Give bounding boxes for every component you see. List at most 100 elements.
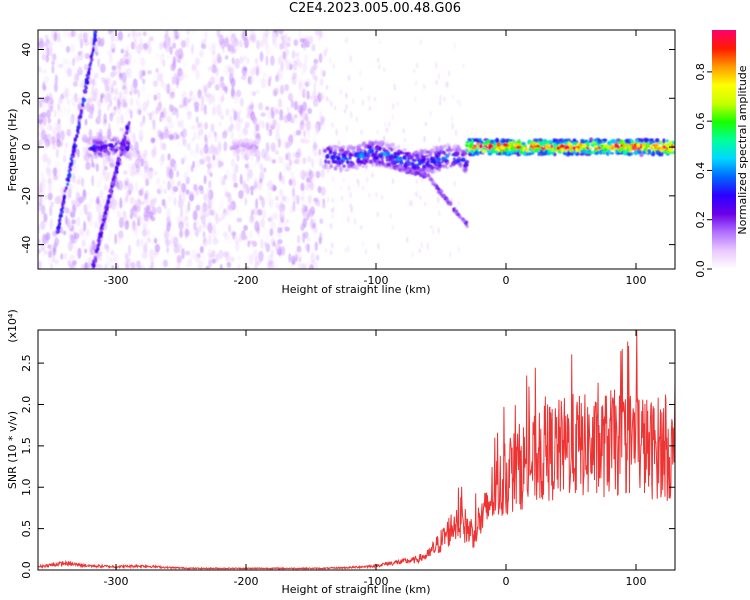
heatmap-cell bbox=[286, 106, 290, 114]
heatmap-cell bbox=[156, 205, 162, 214]
heatmap-cell bbox=[214, 83, 220, 91]
heatmap-cell bbox=[261, 120, 265, 129]
heatmap-cell bbox=[404, 169, 408, 173]
heatmap-cell bbox=[76, 148, 80, 158]
heatmap-cell bbox=[390, 147, 394, 152]
heatmap-cell bbox=[157, 101, 162, 112]
heatmap-cell bbox=[452, 157, 456, 162]
heatmap-cell bbox=[206, 186, 210, 196]
heatmap-cell bbox=[333, 105, 337, 111]
heatmap-cell bbox=[91, 262, 94, 267]
heatmap-cell bbox=[297, 234, 301, 244]
heatmap-cell bbox=[305, 177, 310, 183]
heatmap-cell bbox=[169, 95, 174, 101]
heatmap-cell bbox=[200, 103, 204, 112]
heatmap-cell bbox=[395, 145, 401, 150]
heatmap-cell bbox=[77, 51, 82, 56]
heatmap-cell bbox=[349, 55, 352, 63]
heatmap-cell bbox=[119, 73, 122, 81]
heatmap-cell bbox=[406, 155, 411, 158]
heatmap-cell bbox=[72, 144, 76, 149]
heatmap-cell bbox=[104, 80, 110, 92]
heatmap-cell bbox=[291, 255, 295, 265]
heatmap-cell bbox=[220, 180, 226, 186]
heatmap-cell bbox=[197, 122, 202, 128]
heatmap-cell bbox=[263, 167, 267, 173]
heatmap-cell bbox=[125, 137, 129, 140]
heatmap-cell bbox=[125, 193, 129, 201]
heatmap-cell bbox=[183, 171, 189, 182]
heatmap-cell bbox=[169, 46, 173, 55]
heatmap-cell bbox=[432, 180, 436, 184]
heatmap-cell bbox=[71, 154, 75, 159]
heatmap-cell bbox=[55, 148, 59, 159]
heatmap-cell bbox=[238, 109, 242, 116]
heatmap-cell bbox=[131, 30, 136, 38]
heatmap-cell bbox=[73, 139, 77, 143]
heatmap-cell bbox=[76, 94, 82, 105]
heatmap-cell bbox=[158, 41, 164, 51]
heatmap-cell bbox=[360, 225, 363, 230]
heatmap-cell bbox=[59, 210, 63, 215]
heatmap-cell bbox=[244, 235, 248, 241]
heatmap-cell bbox=[105, 135, 111, 141]
heatmap-cell bbox=[219, 263, 223, 269]
heatmap-cell bbox=[149, 36, 154, 42]
heatmap-cell bbox=[43, 193, 48, 201]
heatmap-cell bbox=[261, 208, 267, 220]
heatmap-cell bbox=[188, 233, 193, 242]
heatmap-cell bbox=[38, 131, 41, 137]
heatmap-cell bbox=[318, 53, 323, 64]
heatmap-cell bbox=[329, 249, 333, 256]
heatmap-cell bbox=[561, 147, 564, 153]
heatmap-cell bbox=[309, 181, 315, 192]
heatmap-cell bbox=[56, 131, 61, 143]
heatmap-cell bbox=[313, 197, 319, 203]
heatmap-cell bbox=[274, 42, 278, 49]
heatmap-cell bbox=[50, 201, 54, 208]
heatmap-cell bbox=[309, 95, 314, 101]
heatmap-cell bbox=[49, 218, 54, 230]
heatmap-cell bbox=[147, 69, 153, 75]
heatmap-cell bbox=[348, 144, 353, 149]
heatmap-cell bbox=[312, 90, 317, 98]
heatmap-cell bbox=[110, 83, 114, 93]
heatmap-cell bbox=[184, 138, 187, 148]
heatmap-cell bbox=[390, 160, 396, 165]
heatmap-cell bbox=[143, 160, 149, 171]
heatmap-cell bbox=[212, 154, 216, 161]
heatmap-cell bbox=[185, 222, 189, 228]
heatmap-cell bbox=[106, 103, 110, 112]
heatmap-cell bbox=[124, 106, 130, 118]
heatmap-cell bbox=[247, 76, 251, 85]
heatmap-cell bbox=[172, 236, 179, 247]
heatmap-cell bbox=[129, 196, 135, 205]
heatmap-cell bbox=[317, 185, 322, 194]
heatmap-cell bbox=[71, 57, 76, 67]
heatmap-cell bbox=[142, 171, 148, 183]
heatmap-cell bbox=[107, 171, 112, 180]
heatmap-cell bbox=[75, 134, 79, 138]
heatmap-cell bbox=[85, 161, 91, 171]
heatmap-cell bbox=[97, 264, 104, 269]
heatmap-cell bbox=[86, 203, 92, 210]
heatmap-cell bbox=[391, 178, 395, 185]
heatmap-cell bbox=[412, 68, 416, 74]
heatmap-cell bbox=[222, 131, 228, 139]
heatmap-cell bbox=[615, 138, 621, 142]
heatmap-cell bbox=[348, 153, 353, 157]
heatmap-cell bbox=[116, 157, 120, 161]
heatmap-cell bbox=[185, 207, 189, 216]
heatmap-cell bbox=[279, 43, 283, 50]
heatmap-cell bbox=[263, 79, 269, 89]
heatmap-cell bbox=[494, 138, 500, 143]
heatmap-cell bbox=[102, 148, 106, 154]
heatmap-cell bbox=[284, 33, 288, 45]
heatmap-cell bbox=[594, 152, 598, 155]
heatmap-cell bbox=[513, 148, 519, 152]
heatmap-cell bbox=[198, 224, 202, 233]
heatmap-cell bbox=[240, 156, 244, 162]
heatmap-cell bbox=[518, 140, 521, 144]
heatmap-cell bbox=[445, 197, 449, 202]
heatmap-cell bbox=[201, 95, 205, 106]
